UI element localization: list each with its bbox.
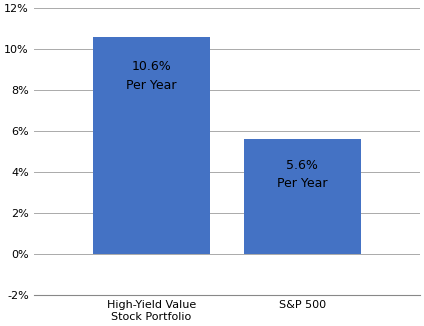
Bar [244,140,361,254]
Text: Per Year: Per Year [277,177,328,190]
Text: Per Year: Per Year [126,79,176,92]
Text: 5.6%: 5.6% [286,159,318,171]
Text: 10.6%: 10.6% [131,60,171,73]
Bar [92,37,210,254]
